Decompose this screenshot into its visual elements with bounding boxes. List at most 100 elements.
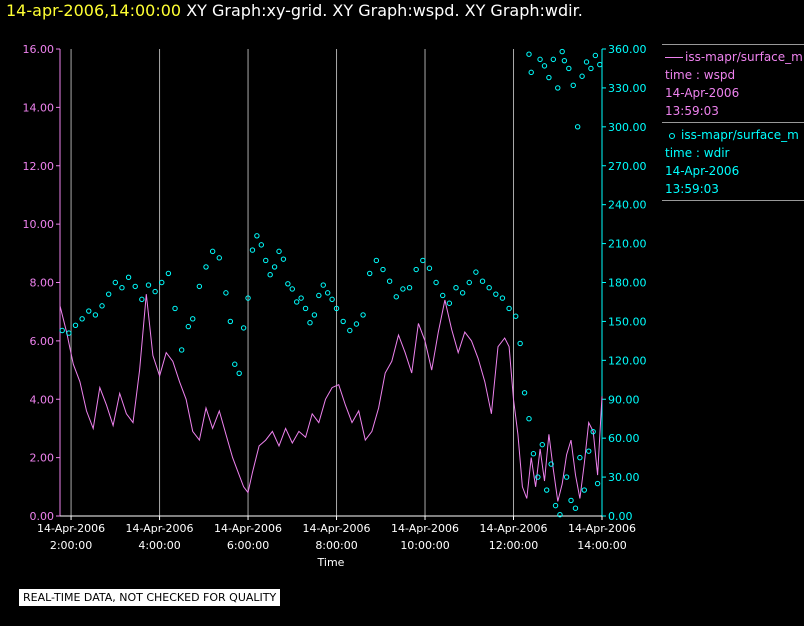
wdir-point [72,322,79,329]
wdir-point [298,295,304,301]
wdir-point [594,480,601,487]
wdir-point [537,56,543,63]
wdir-point [112,279,119,286]
legend-wdir-name: iss-mapr/surface_m [681,128,799,142]
circle-swatch-icon [669,132,675,139]
wdir-point [347,327,353,334]
x-tick-date-label: 14-Apr-2006 [37,522,105,535]
wdir-point [446,300,453,306]
wdir-point [119,284,125,291]
left-tick-label: 4.00 [30,393,55,406]
wdir-point [185,323,192,330]
x-tick-time-label: 8:00:00 [315,539,357,552]
legend-wspd-axes: time : wspd [665,68,736,82]
wdir-point [577,454,583,461]
wdir-point [92,312,99,318]
right-tick-label: 240.00 [608,199,647,212]
wdir-point [99,303,105,309]
wdir-point [289,286,295,292]
wdir-point [535,474,541,480]
legend-entry-wdir: iss-mapr/surface_m time : wdir 14-Apr-20… [662,122,804,201]
wdir-point [586,448,592,454]
right-tick-label: 330.00 [608,82,647,95]
wdir-point [513,313,519,319]
wdir-point [420,257,426,264]
wdir-point [479,278,486,284]
wdir-point [473,269,479,275]
wdir-point [236,370,242,377]
wdir-point [340,318,346,325]
x-tick-time-label: 4:00:00 [138,539,180,552]
wdir-point [132,283,138,290]
wdir-point [493,291,499,297]
right-tick-label: 180.00 [608,277,647,290]
wdir-point [499,295,506,301]
wdir-point [597,61,603,68]
line-swatch-icon [665,57,683,58]
wdir-point [172,305,178,312]
wdir-point [159,279,165,286]
legend-wspd-time: 13:59:03 [665,104,719,118]
wdir-point [574,124,581,130]
wdir-point [546,74,552,81]
legend: iss-mapr/surface_m time : wspd 14-Apr-20… [662,44,804,201]
right-tick-label: 270.00 [608,160,647,173]
quality-disclaimer: REAL-TIME DATA, NOT CHECKED FOR QUALITY [19,589,281,606]
right-tick-label: 0.00 [608,510,633,523]
right-tick-label: 360.00 [608,43,647,56]
right-tick-label: 300.00 [608,121,647,134]
wdir-point [79,316,85,322]
x-tick-time-label: 14:00:00 [577,539,626,552]
wdir-point [440,292,446,299]
wdir-point [539,441,545,448]
wdir-point [592,52,599,59]
wdir-point [541,63,548,69]
wdir-point [517,340,523,347]
right-tick-label: 30.00 [608,471,640,484]
left-tick-label: 14.00 [23,101,55,114]
wdir-point [528,69,534,76]
right-tick-label: 90.00 [608,393,640,406]
x-tick-time-label: 6:00:00 [227,539,269,552]
x-tick-date-label: 14-Apr-2006 [303,522,371,535]
wdir-point [581,487,588,493]
right-tick-label: 210.00 [608,238,647,251]
wdir-point [353,321,360,327]
wdir-point [152,288,158,295]
x-tick-time-label: 2:00:00 [50,539,92,552]
wdir-point [333,305,340,312]
wdir-point [530,451,537,457]
wdir-point [572,505,579,511]
x-tick-time-label: 10:00:00 [400,539,449,552]
wdir-point [583,59,590,65]
wdir-point [145,282,152,288]
left-tick-label: 10.00 [23,218,55,231]
wdir-point [393,294,399,300]
x-tick-date-label: 14-Apr-2006 [391,522,459,535]
wdir-point [271,264,278,270]
wdir-point [373,257,380,264]
wdir-point [543,487,550,493]
wdir-point [139,296,145,303]
legend-wdir-date: 14-Apr-2006 [665,164,740,178]
left-tick-label: 6.00 [30,335,55,348]
wdir-point [232,361,238,367]
wdir-point [311,312,318,318]
wdir-point [216,255,222,261]
wdir-point [413,266,419,273]
wdir-point [223,290,229,296]
wdir-point [552,502,559,509]
x-tick-time-label: 12:00:00 [489,539,538,552]
wdir-point [285,281,291,287]
wdir-point [588,65,594,72]
wdir-point [433,279,439,286]
wdir-point [559,48,565,55]
legend-wdir-time: 13:59:03 [665,182,719,196]
wdir-point [579,73,585,79]
wdir-point [302,305,309,312]
wdir-point [506,305,512,312]
wdir-point [258,242,265,248]
graph-title: 14-apr-2006,14:00:00 XY Graph:xy-grid. X… [6,1,583,20]
title-timestamp: 14-apr-2006,14:00:00 [6,1,182,20]
